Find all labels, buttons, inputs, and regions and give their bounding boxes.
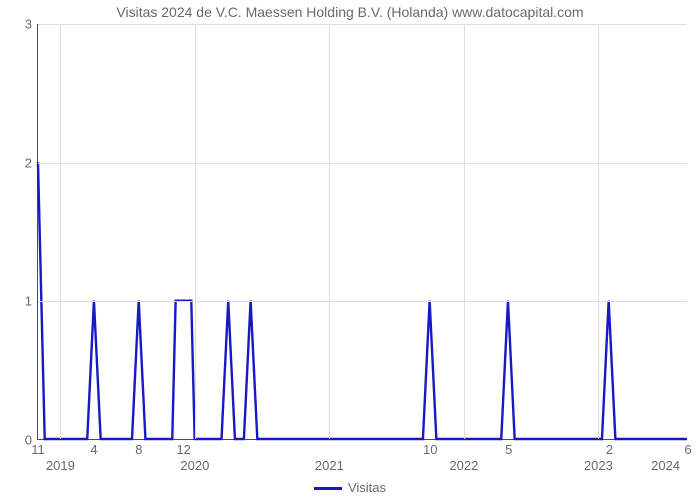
- gridline-horizontal: [38, 301, 687, 302]
- gridline-vertical: [598, 24, 599, 439]
- x-data-label: 10: [423, 442, 437, 457]
- x-year-label: 2020: [180, 458, 209, 473]
- gridline-vertical: [464, 24, 465, 439]
- x-year-label: 2024: [651, 458, 680, 473]
- gridline-vertical: [195, 24, 196, 439]
- x-data-label: 12: [176, 442, 190, 457]
- legend-label: Visitas: [348, 480, 386, 495]
- chart-container: { "chart": { "type": "line", "title": "V…: [0, 0, 700, 500]
- gridline-horizontal: [38, 24, 687, 25]
- x-data-label: 2: [606, 442, 613, 457]
- gridline-horizontal: [38, 163, 687, 164]
- x-data-label: 5: [505, 442, 512, 457]
- gridline-vertical: [329, 24, 330, 439]
- x-data-label: 4: [90, 442, 97, 457]
- y-tick-label: 2: [25, 155, 32, 170]
- legend: Visitas: [0, 480, 700, 495]
- x-year-label: 2021: [315, 458, 344, 473]
- plot-area: 012320192020202120222023202411481210526: [37, 24, 687, 440]
- chart-title: Visitas 2024 de V.C. Maessen Holding B.V…: [0, 4, 700, 20]
- y-tick-label: 1: [25, 294, 32, 309]
- x-year-label: 2019: [46, 458, 75, 473]
- x-data-label: 6: [684, 442, 691, 457]
- x-data-label: 8: [135, 442, 142, 457]
- line-series: [38, 24, 687, 439]
- x-year-label: 2023: [584, 458, 613, 473]
- x-data-label: 11: [31, 442, 45, 457]
- x-year-label: 2022: [449, 458, 478, 473]
- gridline-vertical: [60, 24, 61, 439]
- legend-swatch: [314, 487, 342, 490]
- y-tick-label: 3: [25, 17, 32, 32]
